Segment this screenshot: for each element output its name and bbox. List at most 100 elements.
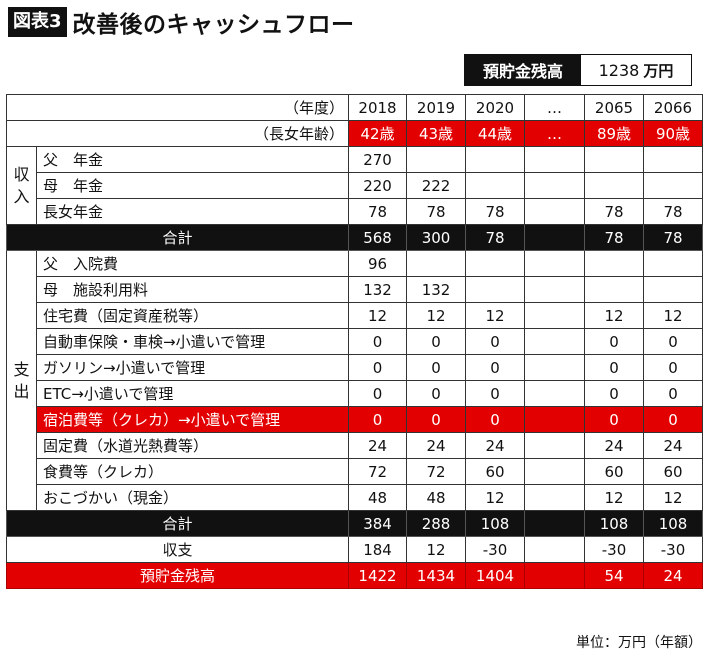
row-label: 固定費（水道光熱費等） <box>35 432 350 459</box>
value-cell: 78 <box>584 198 645 225</box>
category-char: 出 <box>13 381 30 401</box>
value-cell: -30 <box>465 536 526 563</box>
value-cell <box>524 250 586 277</box>
value-cell <box>643 146 704 173</box>
value-cell: 12 <box>584 302 645 329</box>
savings-row: 預貯金残高 1422 1434 1404 54 24 <box>5 562 704 589</box>
value-cell: 1404 <box>465 562 526 589</box>
value-cell <box>524 224 586 251</box>
value-cell: 12 <box>406 302 467 329</box>
balance-summary: 預貯金残高 1238 万円 <box>464 54 692 86</box>
age-label: （長女年齢） <box>5 120 350 147</box>
expense-row: 食費等（クレカ） 72 72 60 60 60 <box>7 458 704 485</box>
value-cell <box>643 276 704 303</box>
value-cell: 96 <box>348 250 408 277</box>
total-label: 合計 <box>5 224 350 251</box>
value-cell <box>524 406 586 433</box>
balance-unit: 万円 <box>643 61 674 80</box>
value-cell: 108 <box>584 510 645 537</box>
expense-total-row: 合計 384 288 108 108 108 <box>5 510 704 537</box>
expense-row: 宿泊費等（クレカ）→小遣いで管理 0 0 0 0 0 <box>7 406 704 433</box>
value-cell: 60 <box>584 458 645 485</box>
value-cell: 0 <box>406 328 467 355</box>
value-cell: 24 <box>584 432 645 459</box>
value-cell <box>465 146 526 173</box>
value-cell: 1434 <box>406 562 467 589</box>
expense-row: 固定費（水道光熱費等） 24 24 24 24 24 <box>7 432 704 459</box>
value-cell <box>524 302 586 329</box>
income-row: 長女年金 78 78 78 78 78 <box>7 198 704 225</box>
value-cell <box>524 276 586 303</box>
expense-category: 支出 <box>6 250 37 511</box>
value-cell <box>584 146 645 173</box>
year-label: （年度） <box>5 94 350 121</box>
value-cell <box>406 146 467 173</box>
value-cell: -30 <box>584 536 645 563</box>
value-cell: 78 <box>465 224 526 251</box>
expense-row: おこづかい（現金） 48 48 12 12 12 <box>7 484 704 511</box>
value-cell: 78 <box>643 198 704 225</box>
category-char: 支 <box>13 359 30 379</box>
value-cell: 132 <box>348 276 408 303</box>
value-cell: 0 <box>584 354 645 381</box>
age-header: 42歳 <box>348 120 408 147</box>
year-header: 2019 <box>406 94 467 121</box>
value-cell: 0 <box>348 354 408 381</box>
age-header: 43歳 <box>406 120 467 147</box>
value-cell <box>524 562 586 589</box>
value-cell: 24 <box>348 432 408 459</box>
value-cell: 12 <box>584 484 645 511</box>
value-cell: 0 <box>643 328 704 355</box>
value-cell: 72 <box>406 458 467 485</box>
value-cell <box>524 484 586 511</box>
year-header: 2065 <box>584 94 645 121</box>
expense-row: ETC→小遣いで管理 0 0 0 0 0 <box>7 380 704 407</box>
value-cell: 0 <box>584 380 645 407</box>
value-cell: 132 <box>406 276 467 303</box>
unit-note: 単位：万円（年額） <box>576 635 702 651</box>
value-cell <box>524 458 586 485</box>
income-row: 収入父 年金 270 <box>6 146 704 225</box>
value-cell: 72 <box>348 458 408 485</box>
row-label: 父 入院費 <box>35 250 350 277</box>
value-cell: 220 <box>348 172 408 199</box>
value-cell: 78 <box>465 198 526 225</box>
value-cell: 0 <box>465 380 526 407</box>
net-label: 収支 <box>5 536 350 563</box>
value-cell: 384 <box>348 510 408 537</box>
row-label: ガソリン→小遣いで管理 <box>35 354 350 381</box>
row-label: 住宅費（固定資産税等） <box>35 302 350 329</box>
income-row: 母 年金 220 222 <box>7 172 704 199</box>
year-header: 2020 <box>465 94 526 121</box>
value-cell: 24 <box>643 562 704 589</box>
value-cell: 0 <box>465 406 526 433</box>
value-cell <box>524 328 586 355</box>
value-cell: 78 <box>348 198 408 225</box>
value-cell <box>524 198 586 225</box>
income-total-row: 合計 568 300 78 78 78 <box>5 224 704 251</box>
value-cell <box>584 172 645 199</box>
value-cell: 24 <box>465 432 526 459</box>
value-cell <box>524 354 586 381</box>
value-cell: 78 <box>406 198 467 225</box>
year-header: … <box>524 94 586 121</box>
expense-row: 母 施設利用料 132 132 <box>7 276 704 303</box>
expense-row: 住宅費（固定資産税等） 12 12 12 12 12 <box>7 302 704 329</box>
value-cell <box>406 250 467 277</box>
age-header: 44歳 <box>465 120 526 147</box>
page-title: 改善後のキャッシュフロー <box>72 12 355 38</box>
value-cell <box>524 536 586 563</box>
value-cell: 0 <box>584 406 645 433</box>
value-cell: 0 <box>465 354 526 381</box>
row-label: 父 年金 <box>35 146 350 173</box>
value-cell: 12 <box>348 302 408 329</box>
row-label: おこづかい（現金） <box>35 484 350 511</box>
value-cell: 184 <box>348 536 408 563</box>
value-cell <box>643 250 704 277</box>
year-header: 2066 <box>643 94 704 121</box>
value-cell: 0 <box>348 406 408 433</box>
net-row: 収支 184 12 -30 -30 -30 <box>5 536 704 563</box>
value-cell <box>524 172 586 199</box>
row-label: 食費等（クレカ） <box>35 458 350 485</box>
value-cell <box>465 250 526 277</box>
